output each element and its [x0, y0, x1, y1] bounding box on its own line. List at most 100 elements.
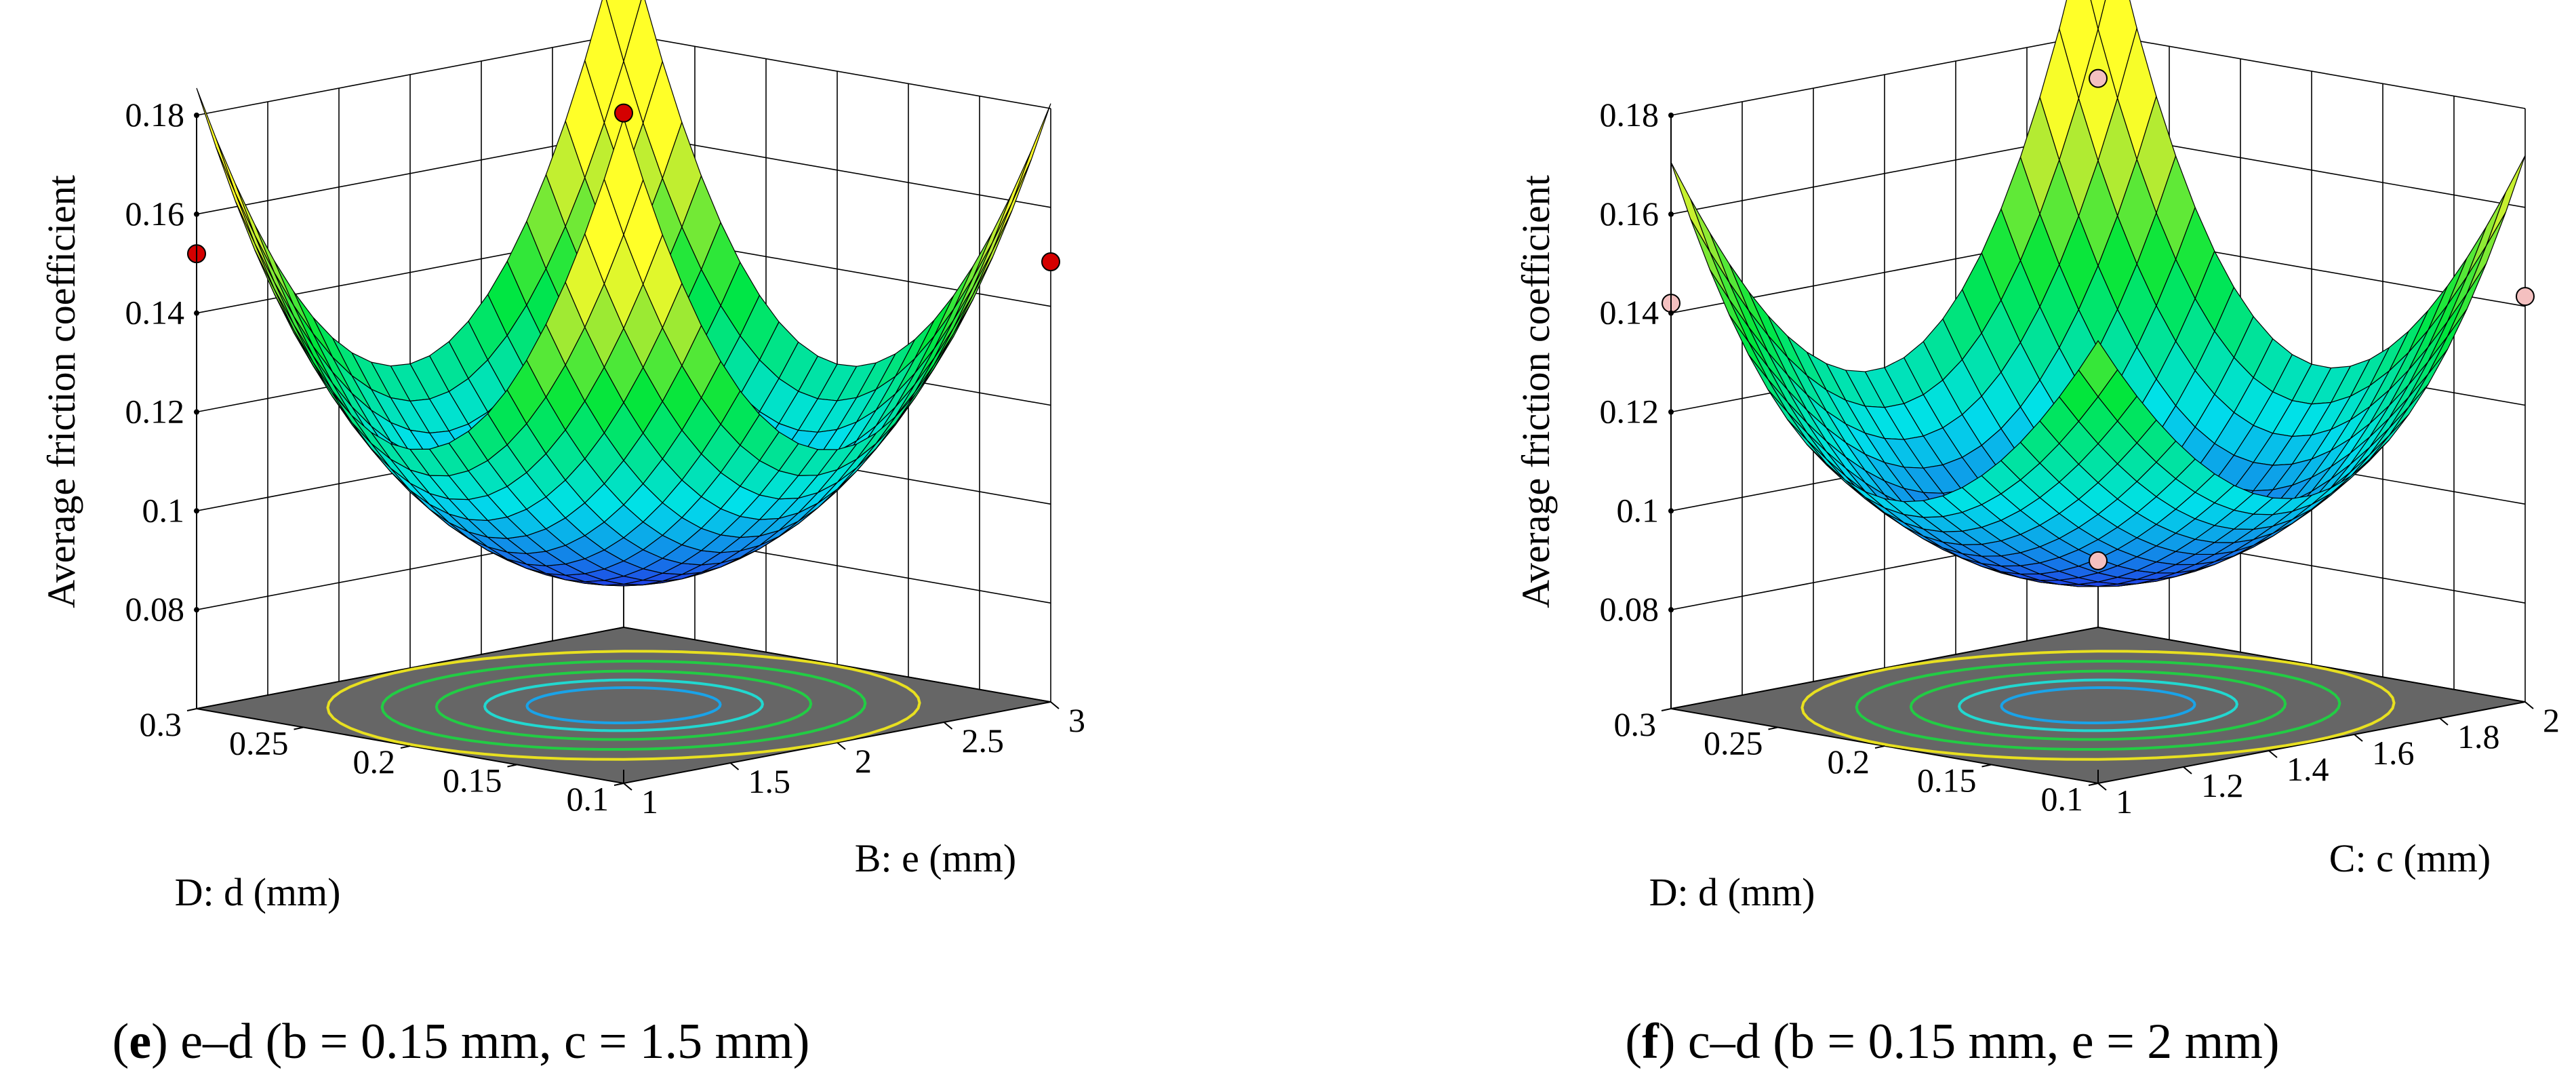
right-tick-label: 2 — [855, 742, 872, 780]
surface-cell — [235, 201, 275, 290]
surface-cell — [972, 210, 1013, 295]
design-point-marker — [2516, 287, 2535, 307]
left-tick-mark — [1981, 764, 1992, 768]
left-tick-label: 0.1 — [567, 780, 609, 818]
right-tick-mark — [2268, 750, 2278, 758]
right-tick-label: 1 — [2116, 783, 2133, 821]
surface-cell — [196, 87, 236, 194]
contour-line — [2000, 686, 2196, 725]
left-tick-mark — [186, 708, 197, 711]
right-tick-mark — [2183, 766, 2192, 774]
surface-cell — [972, 193, 1013, 279]
z-tick-label: 0.16 — [1600, 195, 1659, 233]
right-tick-label: 1.8 — [2457, 718, 2500, 755]
z-tick-label: 0.08 — [1600, 590, 1659, 628]
right-tick-label: 1.6 — [2372, 734, 2415, 772]
surface-cell — [1670, 161, 1710, 252]
caption-e: (e) e–d (b = 0.15 mm, c = 1.5 mm) — [113, 1014, 810, 1069]
left-tick-label: 0.15 — [443, 762, 502, 800]
z-tick-mark — [194, 211, 199, 217]
z-axis: 0.18 0.16 0.14 0.12 0.1 0.08 Average friction … — [1514, 96, 2099, 783]
right-axis: 1 1.2 1.4 1.6 1.8 2 C: c (mm) — [2097, 701, 2560, 880]
left-tick-mark — [1661, 708, 1672, 711]
z-axis-title: Average friction coefficient — [1514, 175, 1558, 608]
right-tick-label: 1.5 — [748, 762, 791, 800]
right-axis-title: C: c (mm) — [2329, 836, 2491, 880]
z-tick-mark — [1668, 508, 1674, 514]
right-tick-mark — [837, 742, 846, 750]
surface-cell — [992, 159, 1032, 252]
left-axis: 0.3 0.25 0.2 0.15 0.1 D: d (mm) — [1614, 705, 2099, 914]
right-tick-label: 1.4 — [2287, 750, 2329, 788]
left-tick-label: 0.25 — [229, 724, 289, 762]
caption-f-text: c–d (b = 0.15 mm, e = 2 mm) — [1688, 1014, 2280, 1069]
z-tick-mark — [1668, 310, 1674, 316]
contour-line — [483, 678, 764, 732]
right-tick-mark — [2354, 734, 2363, 742]
caption-e-text: e–d (b = 0.15 mm, c = 1.5 mm) — [180, 1014, 809, 1069]
design-point-marker — [2089, 68, 2108, 88]
surface-cell — [953, 242, 993, 320]
right-tick-mark — [2439, 718, 2449, 726]
design-points — [1662, 68, 2535, 570]
contour-line — [326, 650, 921, 761]
left-tick-label: 0.15 — [1917, 762, 1977, 800]
left-tick-label: 0.2 — [1828, 743, 1870, 781]
surface-cell — [972, 202, 1013, 288]
left-tick-mark — [400, 745, 411, 749]
z-tick-mark — [1668, 607, 1674, 613]
left-tick-label: 0.3 — [140, 705, 182, 743]
z-tick-label: 0.1 — [1617, 491, 1659, 529]
design-point-marker — [614, 103, 633, 123]
contour-line — [525, 686, 722, 725]
z-tick-mark — [1668, 409, 1674, 415]
right-tick-mark — [729, 762, 740, 770]
design-points — [187, 103, 1060, 272]
left-tick-mark — [613, 783, 624, 786]
left-tick-mark — [294, 726, 304, 730]
right-tick-label: 1.2 — [2201, 766, 2244, 804]
left-tick-mark — [1874, 745, 1885, 749]
z-tick-label: 0.14 — [1600, 294, 1659, 332]
left-tick-label: 0.3 — [1614, 705, 1657, 743]
z-tick-label: 0.12 — [125, 393, 185, 431]
surface-cell — [216, 138, 256, 235]
right-tick-mark — [1050, 701, 1060, 709]
z-tick-label: 0.18 — [1600, 96, 1659, 134]
caption-f-label: f — [1642, 1014, 1659, 1069]
left-tick-label: 0.2 — [353, 743, 396, 781]
surface-cell — [2486, 155, 2526, 246]
z-tick-mark — [1668, 211, 1674, 217]
right-tick-label: 2 — [2543, 701, 2560, 739]
contour-line — [380, 659, 867, 751]
left-axis-title: D: d (mm) — [1649, 870, 1815, 914]
left-axis: 0.3 0.25 0.2 0.15 0.1 D: d (mm) — [140, 705, 624, 914]
surface-cell — [2078, 340, 2118, 397]
panel-f: 0.18 0.16 0.14 0.12 0.1 0.08 Average friction … — [1514, 0, 2560, 914]
design-point-marker — [2089, 551, 2108, 570]
response-surface — [196, 0, 1051, 587]
caption-f: (f) c–d (b = 0.15 mm, e = 2 mm) — [1625, 1014, 2279, 1069]
z-axis-title: Average friction coefficient — [39, 175, 83, 608]
z-tick-mark — [194, 508, 199, 514]
surface-cell — [216, 146, 256, 244]
z-tick-label: 0.1 — [142, 491, 185, 529]
right-tick-mark — [623, 783, 632, 791]
left-tick-label: 0.25 — [1704, 724, 1763, 762]
surface-cell — [603, 117, 644, 236]
contour-line — [1909, 669, 2287, 741]
floor-plane — [196, 626, 1051, 785]
left-axis-title: D: d (mm) — [175, 870, 341, 914]
design-point-marker — [1041, 252, 1060, 272]
z-tick-mark — [194, 409, 199, 415]
contour-line — [435, 669, 813, 741]
left-tick-mark — [1768, 726, 1778, 730]
z-tick-label: 0.16 — [125, 195, 185, 233]
z-tick-label: 0.12 — [1600, 393, 1659, 431]
z-tick-label: 0.08 — [125, 590, 185, 628]
left-tick-mark — [2088, 783, 2099, 786]
right-tick-mark — [2097, 783, 2107, 791]
surface-cell — [992, 150, 1032, 243]
right-tick-label: 3 — [1068, 701, 1085, 739]
